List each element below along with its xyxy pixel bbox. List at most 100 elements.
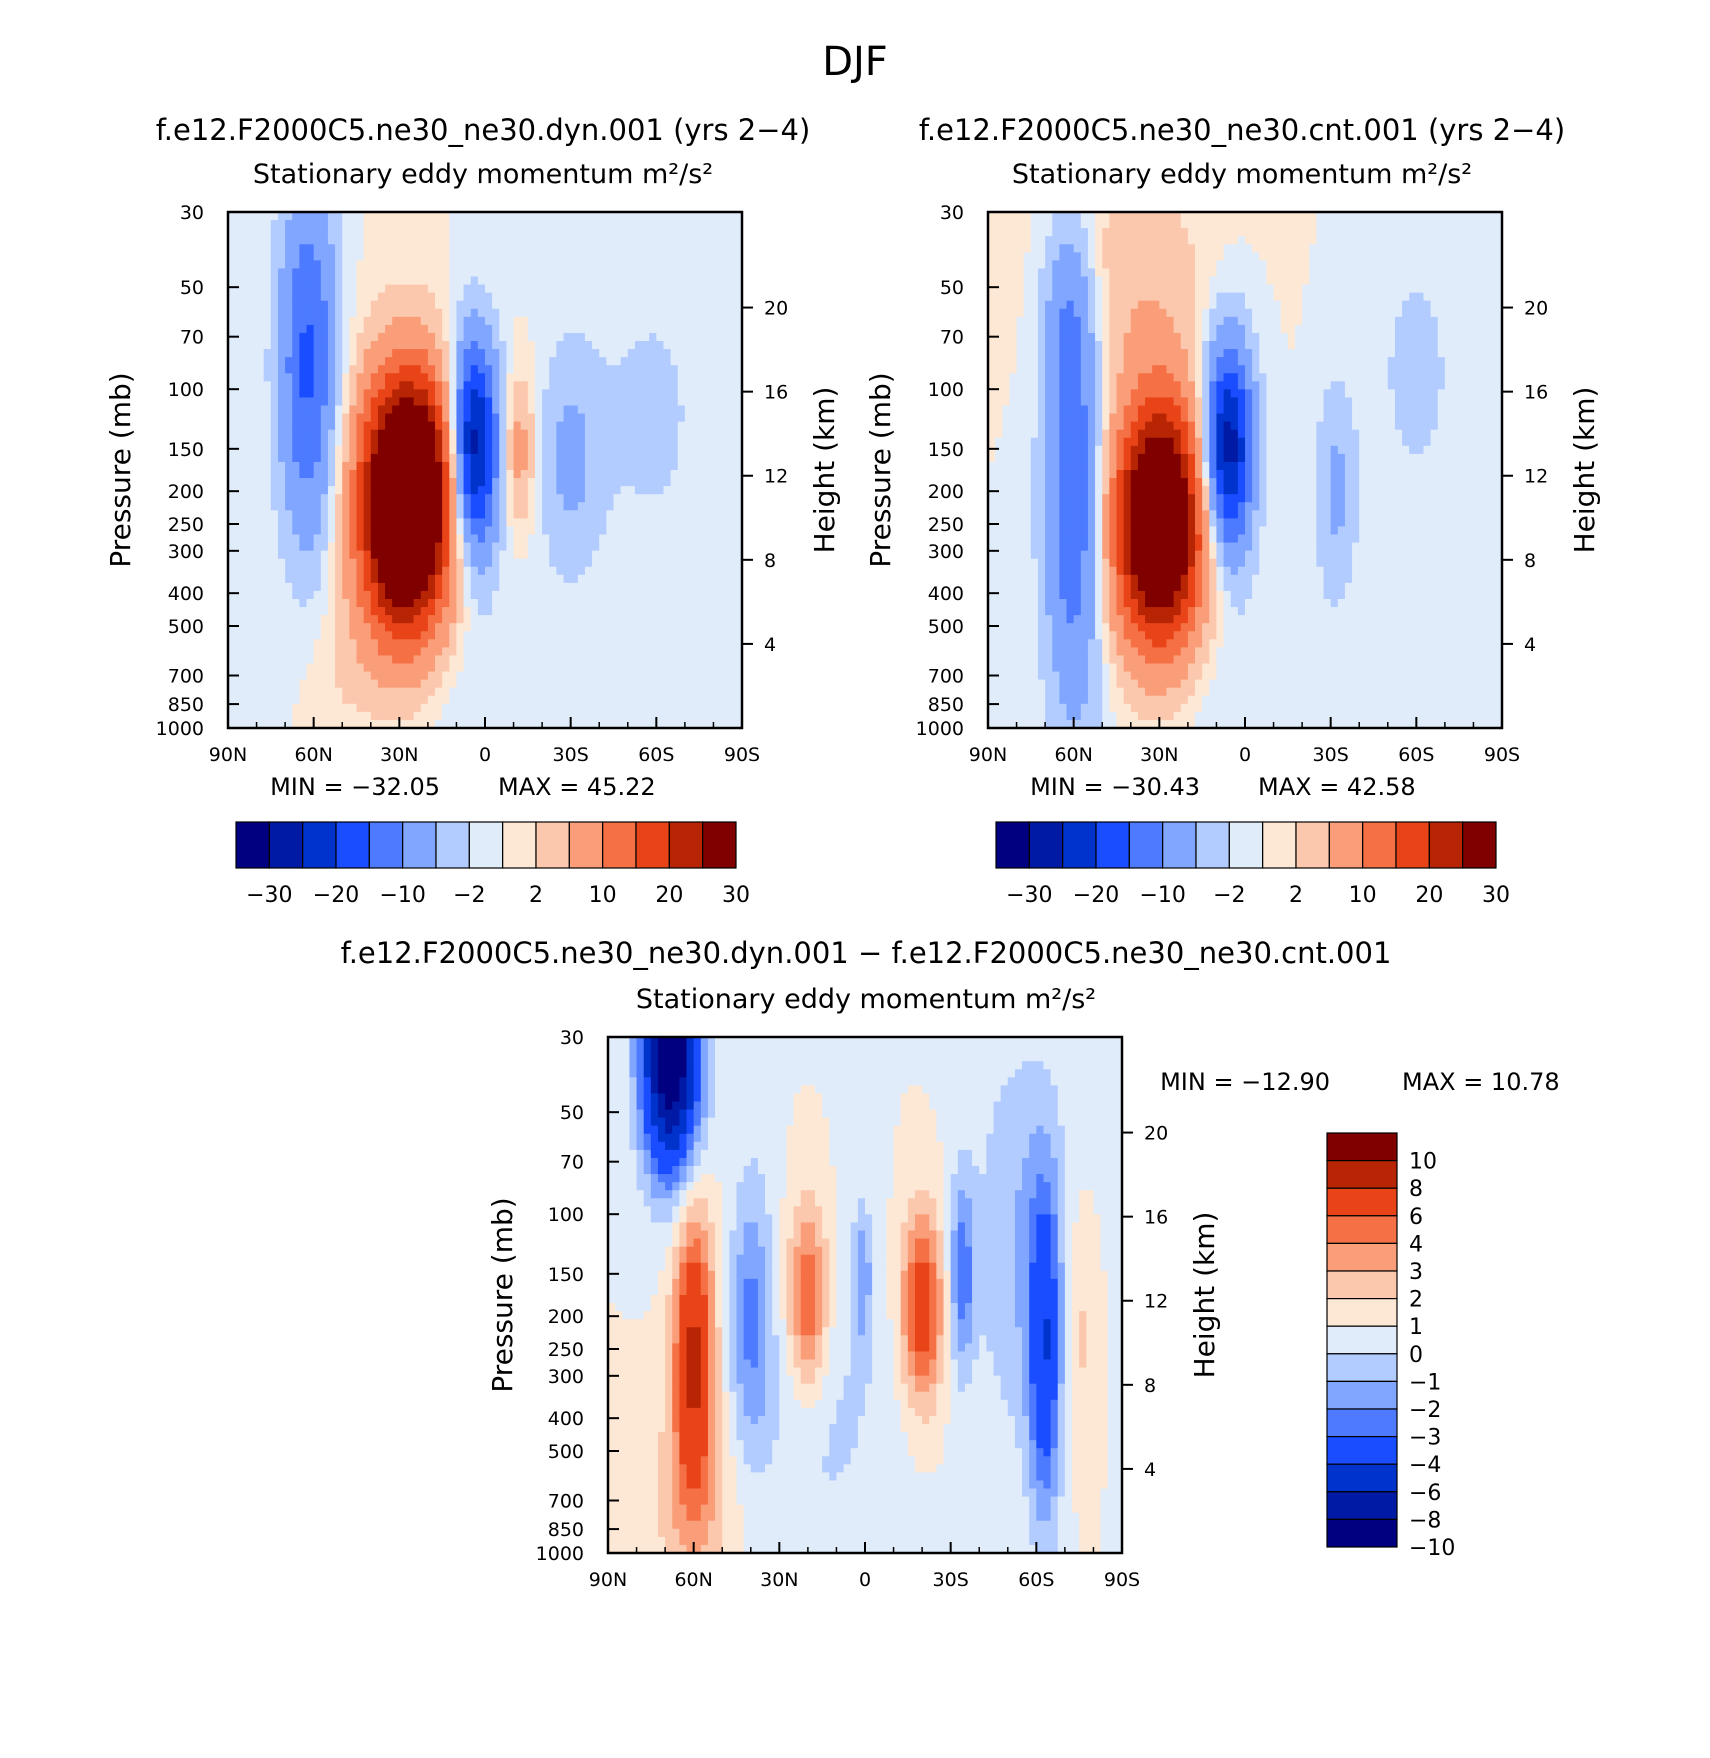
contour-cell bbox=[642, 324, 650, 334]
contour-cell bbox=[492, 679, 500, 689]
contour-cell bbox=[435, 308, 443, 318]
contour-cell bbox=[620, 679, 629, 689]
contour-cell bbox=[734, 413, 743, 423]
contour-cell bbox=[713, 711, 722, 721]
contour-cell bbox=[988, 550, 996, 560]
contour-cell bbox=[270, 615, 279, 624]
contour-cell bbox=[377, 453, 386, 463]
contour-cell bbox=[413, 381, 422, 390]
contour-cell bbox=[399, 381, 408, 390]
contour-cell bbox=[363, 550, 372, 560]
contour-cell bbox=[363, 268, 372, 278]
contour-cell bbox=[385, 373, 393, 382]
contour-cell bbox=[470, 413, 479, 423]
contour-cell bbox=[377, 502, 386, 511]
contour-cell bbox=[292, 550, 300, 560]
contour-cell bbox=[263, 486, 272, 495]
contour-cell bbox=[420, 220, 429, 229]
contour-cell bbox=[370, 550, 379, 560]
contour-cell bbox=[570, 429, 579, 439]
contour-cell bbox=[527, 437, 536, 447]
contour-cell bbox=[242, 316, 251, 326]
contour-cell bbox=[285, 663, 293, 673]
contour-cell bbox=[592, 518, 600, 528]
contour-cell bbox=[463, 413, 472, 423]
contour-cell bbox=[692, 365, 700, 374]
contour-cell bbox=[263, 244, 272, 253]
contour-cell bbox=[556, 421, 565, 431]
contour-cell bbox=[299, 679, 308, 689]
contour-cell bbox=[599, 381, 607, 390]
contour-cell bbox=[270, 445, 279, 455]
contour-cell bbox=[420, 703, 429, 713]
contour-cell bbox=[713, 341, 722, 350]
contour-cell bbox=[513, 510, 522, 519]
contour-cell bbox=[435, 655, 443, 665]
contour-cell bbox=[420, 212, 429, 221]
contour-cell bbox=[699, 679, 707, 689]
contour-cell bbox=[420, 268, 429, 278]
contour-cell bbox=[542, 389, 550, 399]
contour-cell bbox=[256, 341, 265, 350]
contour-cell bbox=[370, 252, 379, 261]
contour-cell bbox=[606, 566, 615, 576]
contour-cell bbox=[577, 582, 586, 592]
contour-cell bbox=[734, 373, 743, 382]
contour-cell bbox=[684, 268, 693, 278]
contour-cell bbox=[549, 550, 557, 560]
contour-cell bbox=[313, 413, 322, 423]
contour-cell bbox=[1002, 470, 1011, 479]
contour-cell bbox=[235, 413, 243, 423]
contour-cell bbox=[684, 574, 693, 584]
contour-cell bbox=[449, 341, 458, 350]
contour-cell bbox=[577, 639, 586, 648]
contour-cell bbox=[292, 349, 300, 358]
contour-cell bbox=[363, 631, 372, 640]
contour-cell bbox=[499, 607, 508, 616]
contour-cell bbox=[420, 373, 429, 382]
contour-cell bbox=[492, 574, 500, 584]
contour-cell bbox=[534, 365, 543, 374]
contour-cell bbox=[995, 397, 1003, 407]
contour-cell bbox=[263, 647, 272, 657]
contour-cell bbox=[520, 292, 529, 302]
contour-cell bbox=[684, 357, 693, 366]
contour-cell bbox=[420, 647, 429, 657]
contour-cell bbox=[349, 276, 358, 286]
contour-cell bbox=[270, 332, 279, 342]
contour-cell bbox=[420, 719, 429, 729]
contour-cell bbox=[549, 486, 557, 495]
contour-cell bbox=[292, 615, 300, 624]
contour-cell bbox=[506, 252, 515, 261]
contour-cell bbox=[506, 268, 515, 278]
contour-cell bbox=[584, 526, 593, 536]
contour-cell bbox=[506, 566, 515, 576]
contour-cell bbox=[399, 695, 408, 705]
contour-cell bbox=[442, 590, 450, 600]
contour-cell bbox=[506, 695, 515, 705]
contour-cell bbox=[513, 486, 522, 495]
contour-cell bbox=[570, 324, 579, 334]
contour-cell bbox=[485, 220, 493, 229]
contour-cell bbox=[306, 445, 315, 455]
contour-cell bbox=[634, 365, 643, 374]
contour-cell bbox=[1009, 316, 1018, 326]
contour-cell bbox=[620, 566, 629, 576]
contour-cell bbox=[292, 236, 300, 245]
contour-cell bbox=[663, 276, 672, 286]
contour-cell bbox=[706, 574, 715, 584]
contour-cell bbox=[677, 566, 686, 576]
contour-cell bbox=[456, 534, 465, 544]
contour-cell bbox=[499, 510, 508, 519]
contour-cell bbox=[477, 631, 486, 640]
contour-cell bbox=[563, 502, 572, 511]
contour-cell bbox=[506, 421, 515, 431]
contour-cell bbox=[499, 244, 508, 253]
contour-cell bbox=[542, 518, 550, 528]
contour-cell bbox=[292, 470, 300, 479]
contour-cell bbox=[406, 397, 415, 407]
contour-cell bbox=[649, 341, 657, 350]
contour-cell bbox=[392, 679, 400, 689]
contour-cell bbox=[713, 502, 722, 511]
contour-cell bbox=[299, 373, 308, 382]
